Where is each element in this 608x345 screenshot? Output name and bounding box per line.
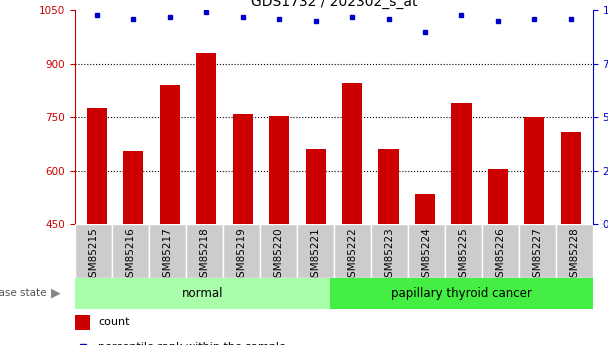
FancyBboxPatch shape — [519, 224, 556, 278]
FancyBboxPatch shape — [408, 224, 445, 278]
Text: papillary thyroid cancer: papillary thyroid cancer — [391, 287, 532, 300]
Bar — [561, 131, 581, 224]
Bar — [378, 149, 398, 224]
Bar — [75, 278, 330, 309]
FancyBboxPatch shape — [482, 224, 519, 278]
FancyBboxPatch shape — [371, 224, 408, 278]
Text: ▶: ▶ — [51, 287, 60, 300]
Text: GSM85222: GSM85222 — [347, 227, 358, 284]
Text: GSM85226: GSM85226 — [496, 227, 505, 284]
Bar — [305, 149, 325, 224]
FancyBboxPatch shape — [334, 224, 371, 278]
Bar — [415, 194, 435, 224]
Bar — [269, 116, 289, 224]
FancyBboxPatch shape — [186, 224, 223, 278]
Title: GDS1732 / 202302_s_at: GDS1732 / 202302_s_at — [250, 0, 417, 9]
FancyBboxPatch shape — [112, 224, 149, 278]
Text: GSM85218: GSM85218 — [199, 227, 209, 284]
Text: GSM85223: GSM85223 — [384, 227, 395, 284]
FancyBboxPatch shape — [260, 224, 297, 278]
Bar — [330, 278, 593, 309]
Text: normal: normal — [182, 287, 223, 300]
FancyBboxPatch shape — [75, 224, 112, 278]
Bar — [232, 114, 253, 224]
Bar — [75, 315, 91, 330]
Text: GSM85221: GSM85221 — [310, 227, 320, 284]
Text: GSM85224: GSM85224 — [421, 227, 431, 284]
Text: GSM85217: GSM85217 — [162, 227, 172, 284]
Bar — [524, 117, 545, 224]
FancyBboxPatch shape — [297, 224, 334, 278]
Bar — [488, 169, 508, 224]
Text: GSM85228: GSM85228 — [569, 227, 579, 284]
Bar — [86, 108, 107, 224]
Bar — [451, 103, 471, 224]
Bar — [123, 151, 143, 224]
Text: count: count — [98, 317, 130, 327]
Text: GSM85215: GSM85215 — [88, 227, 98, 284]
Text: GSM85220: GSM85220 — [273, 227, 283, 284]
Bar — [159, 85, 180, 224]
Bar — [342, 83, 362, 224]
Text: GSM85219: GSM85219 — [237, 227, 246, 284]
Text: GSM85225: GSM85225 — [458, 227, 468, 284]
FancyBboxPatch shape — [445, 224, 482, 278]
FancyBboxPatch shape — [556, 224, 593, 278]
Text: GSM85216: GSM85216 — [125, 227, 136, 284]
Text: percentile rank within the sample: percentile rank within the sample — [98, 342, 286, 345]
Text: disease state: disease state — [0, 288, 46, 298]
Bar — [196, 53, 216, 224]
Text: GSM85227: GSM85227 — [532, 227, 542, 284]
FancyBboxPatch shape — [223, 224, 260, 278]
FancyBboxPatch shape — [149, 224, 186, 278]
